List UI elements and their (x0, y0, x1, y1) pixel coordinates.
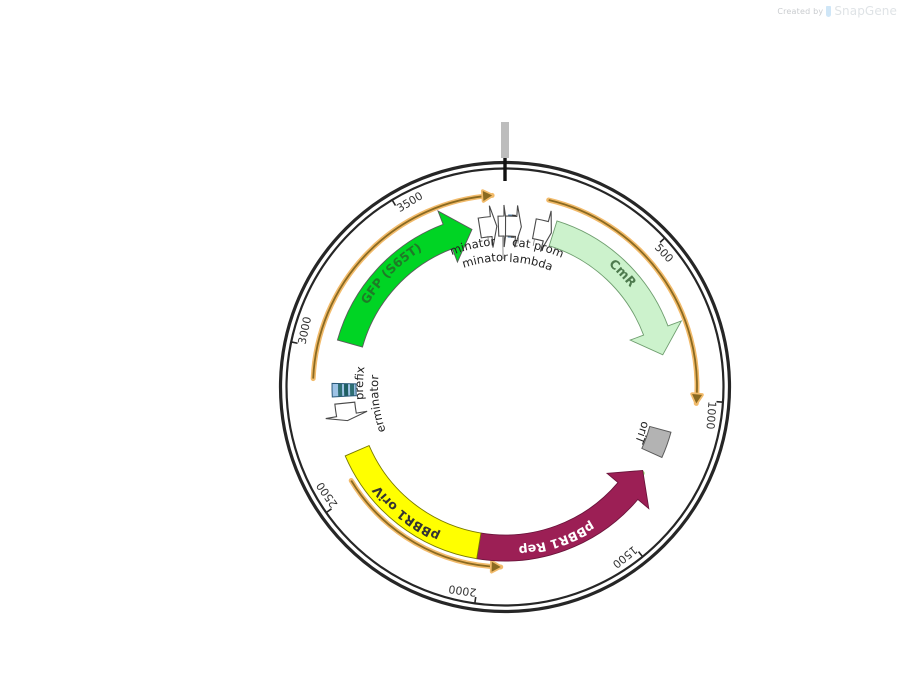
origin-bar (501, 122, 509, 158)
watermark-brand: SnapGene (834, 4, 897, 18)
snapgene-logo-icon (826, 5, 832, 17)
feature-label-rrnb-t1-bottom: rrnB T1 terminator (0, 0, 389, 434)
feature-label-rrnb-t1-top: rrnB T1 terminator (0, 0, 496, 258)
feature-orit[interactable] (641, 425, 672, 459)
ruler-tick-label: 2500 (314, 480, 341, 510)
feature-leader-0 (487, 235, 490, 243)
ruler-tick (659, 237, 666, 243)
deco-arc-orange-upper-right-head (692, 394, 703, 404)
origin-marker (501, 122, 509, 181)
deco-arc-orange-upper-right-line (548, 199, 698, 404)
ruler-tick-label: 3000 (296, 315, 314, 345)
ruler-tick-label: 1000 (704, 401, 719, 430)
watermark-created-by: Created by (777, 6, 824, 16)
deco-arc-orange-upper-right (546, 197, 704, 406)
ruler-tick-label: 3500 (394, 189, 425, 215)
feature-leader-3 (532, 238, 535, 246)
feature-biobrick-prefix[interactable] (331, 382, 357, 398)
feature-gfp-s65t[interactable] (336, 210, 473, 348)
feature-pbbr1-rep[interactable] (476, 469, 650, 562)
feature-label-lambda-t0: lambda t0 terminator (0, 0, 559, 275)
ruler-tick (637, 551, 644, 558)
deco-arc-orange-lower-head (491, 561, 501, 572)
deco-arc-orange-upper-left-head (482, 191, 493, 202)
feature-lambda-t0-terminator[interactable] (504, 205, 522, 248)
ruler-tick-label: 500 (652, 241, 676, 265)
biobrick-prefix-stripe-1 (343, 383, 349, 397)
ruler-tick-label: 1500 (610, 543, 640, 571)
ruler-tick (325, 508, 332, 514)
feature-label-biobrick-prefix: BioBrick prefix (0, 0, 367, 405)
feature-cmr[interactable] (548, 220, 683, 356)
biobrick-prefix-outline (331, 382, 357, 398)
biobrick-prefix-stripe-0 (350, 383, 355, 396)
deco-arc-orange-lower (348, 478, 504, 574)
biobrick-prefix-stripe-2 (338, 383, 343, 397)
deco-arc-orange-lower-line (350, 480, 501, 568)
deco-arc-orange-upper-left-line (312, 194, 493, 379)
feature-pbbr1-oriv[interactable] (344, 445, 482, 560)
snapgene-watermark: Created by SnapGene (777, 4, 897, 18)
ruler-tick-label: 2000 (448, 582, 478, 599)
deco-arc-orange-upper-left (310, 189, 495, 382)
feature-leader-2 (517, 236, 520, 244)
ruler-tick (473, 596, 477, 605)
ruler-tick (391, 199, 397, 206)
feature-rrnb-t1-terminator-top[interactable] (477, 205, 498, 248)
ruler-tick (290, 341, 298, 345)
feature-rrnb-t1-terminator-bottom[interactable] (325, 401, 368, 422)
